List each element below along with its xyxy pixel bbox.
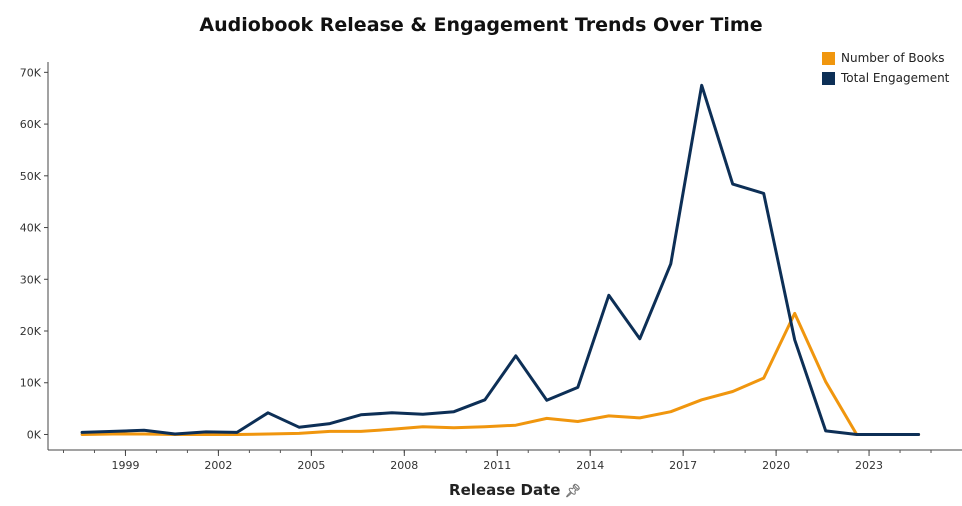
legend-item-engagement[interactable]: Total Engagement <box>822 68 949 88</box>
x-tick-label: 2011 <box>483 459 511 472</box>
legend-swatch-books <box>822 51 835 65</box>
y-tick-label: 50K <box>20 170 42 183</box>
x-tick-label: 2014 <box>576 459 604 472</box>
x-tick-label: 2002 <box>204 459 232 472</box>
x-tick-label: 1999 <box>111 459 139 472</box>
x-axis-title-text: Release Date <box>449 481 561 499</box>
x-tick-label: 2005 <box>297 459 325 472</box>
legend-label-engagement: Total Engagement <box>841 71 950 85</box>
legend-swatch-engagement <box>822 71 835 85</box>
y-tick-label: 10K <box>20 377 42 390</box>
x-axis-title: Release Date 📌︎ <box>0 481 962 499</box>
y-tick-label: 60K <box>20 118 42 131</box>
pin-icon[interactable]: 📌︎ <box>564 484 581 499</box>
series-line-number-of-books <box>80 311 921 436</box>
legend-label-books: Number of Books <box>841 51 945 65</box>
y-tick-label: 30K <box>20 273 42 286</box>
x-tick-label: 2008 <box>390 459 418 472</box>
y-tick-label: 40K <box>20 222 42 235</box>
legend-item-books[interactable]: Number of Books <box>822 48 949 68</box>
x-tick-label: 2017 <box>669 459 697 472</box>
chart-title: Audiobook Release & Engagement Trends Ov… <box>199 14 763 36</box>
y-tick-label: 20K <box>20 325 42 338</box>
legend: Number of Books Total Engagement <box>822 48 949 88</box>
series-line-total-engagement <box>80 83 921 436</box>
y-tick-label: 0K <box>27 428 42 441</box>
x-tick-label: 2020 <box>762 459 790 472</box>
x-tick-label: 2023 <box>855 459 883 472</box>
y-tick-label: 70K <box>20 66 42 79</box>
